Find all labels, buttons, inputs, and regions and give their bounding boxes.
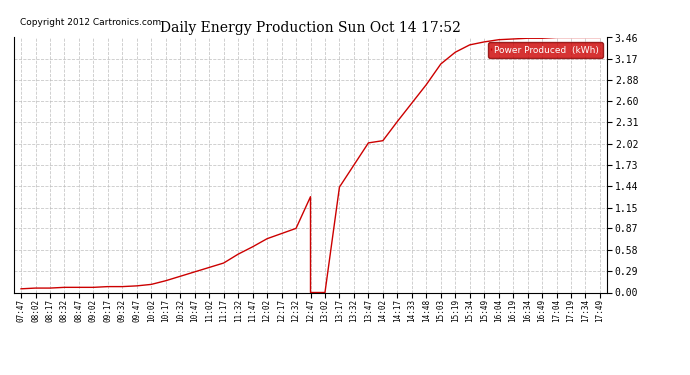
Legend: Power Produced  (kWh): Power Produced (kWh): [488, 42, 602, 58]
Text: Copyright 2012 Cartronics.com: Copyright 2012 Cartronics.com: [20, 18, 161, 27]
Title: Daily Energy Production Sun Oct 14 17:52: Daily Energy Production Sun Oct 14 17:52: [160, 21, 461, 35]
